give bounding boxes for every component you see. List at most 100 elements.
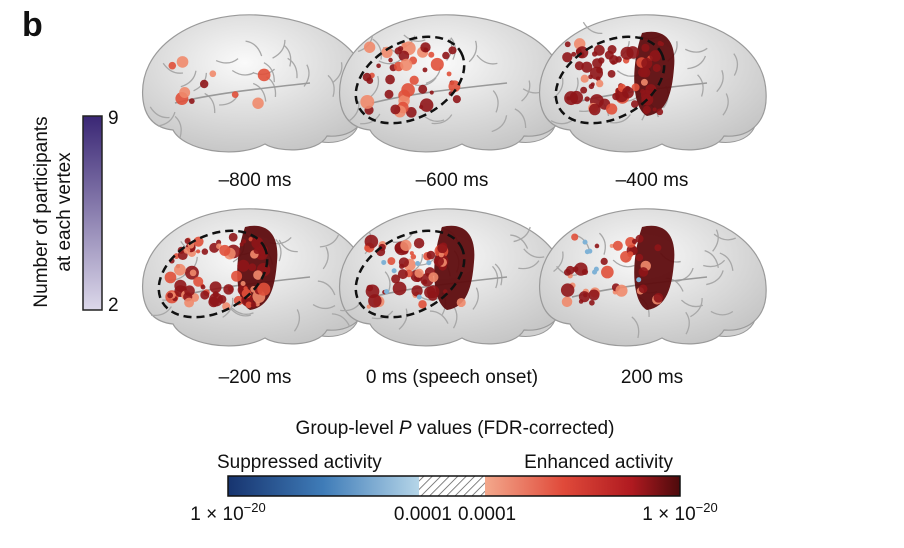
activity-blob: [212, 291, 219, 298]
sulcus: [697, 74, 704, 97]
activity-blob: [409, 251, 414, 256]
brain: [142, 14, 370, 153]
activity-blob: [237, 259, 250, 272]
activity-blob: [252, 97, 264, 109]
activity-blob: [420, 42, 431, 53]
activity-blob: [173, 253, 180, 259]
activity-blob: [443, 289, 448, 294]
participants-colorbar: [82, 115, 103, 311]
sulcus: [157, 111, 176, 127]
sulcus: [272, 39, 286, 59]
sulcus: [283, 44, 292, 67]
activity-blob: [209, 70, 217, 78]
activity-blob: [399, 263, 405, 269]
activity-blob: [657, 40, 663, 46]
sulcus: [431, 114, 453, 125]
activity-blob: [167, 292, 174, 299]
activity-blob: [257, 68, 271, 82]
activity-blob: [641, 57, 653, 69]
time-label: –400 ms: [616, 170, 689, 191]
suppressed-bar: [228, 476, 419, 496]
sulcus: [360, 113, 381, 125]
activity-blob: [426, 250, 436, 260]
activity-blob: [638, 267, 649, 277]
suppressed-blob: [582, 239, 588, 245]
sulcus: [378, 59, 402, 65]
sulcus: [684, 47, 708, 53]
activity-blob: [376, 63, 381, 69]
sulcus: [278, 239, 298, 253]
activity-blob: [563, 268, 571, 276]
activity-blob: [601, 265, 614, 279]
sulcus: [162, 62, 184, 74]
activity-blob: [239, 242, 244, 247]
sulcus: [476, 54, 498, 65]
activity-blob: [248, 263, 257, 272]
colorbar-min: 2: [108, 295, 119, 316]
activity-blob: [640, 78, 648, 86]
activity-blob: [366, 304, 371, 309]
activity-blob: [189, 269, 197, 277]
activity-blob: [615, 56, 622, 63]
sulcus: [491, 265, 499, 289]
sulcus: [518, 260, 540, 270]
sulcus: [303, 64, 310, 87]
sulcus: [215, 58, 239, 64]
colorbar-max: 9: [108, 108, 119, 129]
sulcus: [523, 248, 545, 259]
activity-blob: [183, 246, 191, 254]
sulcus: [332, 62, 343, 83]
time-label: –200 ms: [219, 367, 292, 388]
activity-blob: [605, 103, 618, 115]
activity-blob: [600, 257, 608, 266]
sulcus: [204, 92, 216, 114]
activity-blob: [241, 239, 247, 244]
cortex: [142, 14, 370, 153]
sulcus: [429, 310, 449, 324]
sulcus: [582, 21, 603, 34]
suppressed-blob: [587, 248, 593, 254]
activity-blob: [592, 51, 598, 57]
sulcus: [263, 62, 275, 83]
activity-blob: [615, 284, 628, 297]
legend-title-part: values (FDR-corrected): [412, 418, 615, 439]
activity-blob: [240, 280, 246, 287]
activity-blob: [179, 87, 191, 98]
activity-blob: [381, 46, 393, 59]
sulcus: [468, 40, 478, 63]
activity-blob: [422, 279, 428, 285]
sulcus: [403, 34, 426, 42]
activity-blob: [168, 61, 177, 70]
time-label: –600 ms: [416, 170, 489, 191]
activity-blob: [193, 236, 204, 247]
sulcus: [685, 311, 690, 335]
activity-blob: [201, 248, 209, 255]
sulcus: [287, 57, 298, 79]
sulcus: [245, 40, 263, 57]
sulcus: [327, 74, 335, 97]
time-label: 0 ms (speech onset): [366, 367, 538, 388]
activity-blob: [581, 61, 593, 73]
sulcus: [631, 316, 640, 339]
sulcus: [553, 251, 564, 272]
sulcus: [492, 90, 499, 113]
sulcus: [675, 267, 694, 283]
activity-blob: [571, 233, 579, 241]
activity-blob: [428, 272, 439, 283]
activity-blob: [400, 58, 413, 71]
focus-ellipse: [354, 35, 466, 125]
activity-blob: [188, 98, 195, 104]
activity-blob: [231, 270, 243, 282]
time-label: 200 ms: [621, 367, 683, 388]
activity-blob: [452, 95, 461, 104]
activity-blob: [594, 243, 600, 249]
activity-blob: [566, 96, 571, 101]
activity-blob: [413, 238, 425, 249]
activity-blob: [438, 252, 444, 258]
activity-blob: [571, 51, 577, 57]
sulcus: [331, 313, 351, 328]
activity-blob: [456, 297, 466, 308]
sulcus: [322, 246, 329, 270]
activity-blob: [649, 50, 662, 62]
activity-blob: [428, 51, 435, 58]
